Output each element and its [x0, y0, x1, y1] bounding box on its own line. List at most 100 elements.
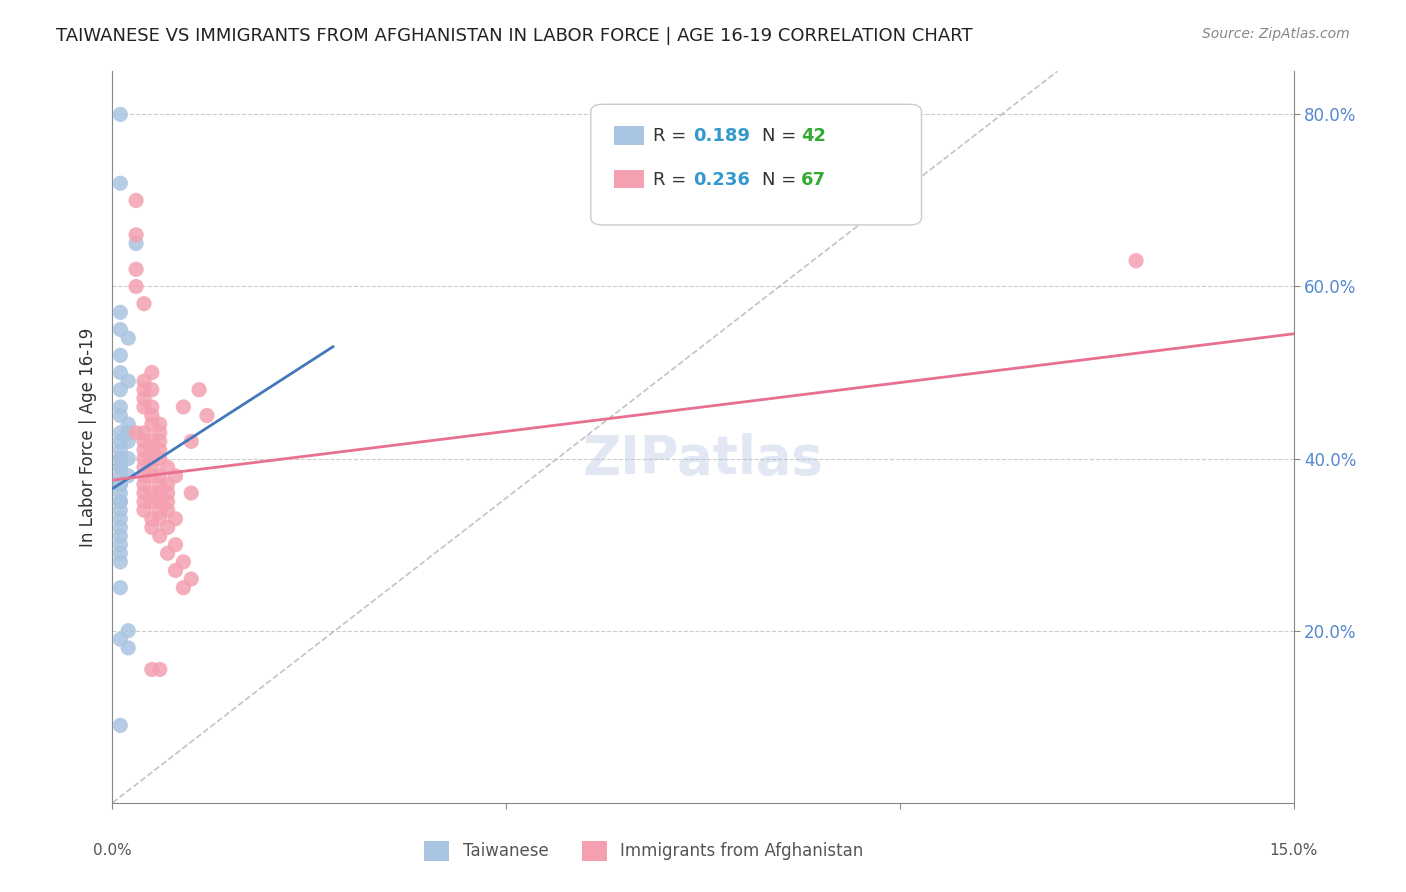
Point	[110, 555, 132, 569]
Point	[132, 460, 155, 475]
Point	[117, 417, 139, 432]
Point	[117, 425, 139, 440]
Point	[117, 468, 139, 483]
Point	[172, 555, 194, 569]
Point	[156, 460, 179, 475]
Point	[110, 442, 132, 457]
Text: 15.0%: 15.0%	[1270, 843, 1317, 858]
Point	[110, 494, 132, 508]
Point	[132, 296, 155, 310]
Text: 0.0%: 0.0%	[93, 843, 132, 858]
Y-axis label: In Labor Force | Age 16-19: In Labor Force | Age 16-19	[79, 327, 97, 547]
Point	[110, 383, 132, 397]
Point	[110, 529, 132, 543]
Point	[180, 572, 202, 586]
Point	[132, 477, 155, 491]
Point	[110, 477, 132, 491]
Legend: Taiwanese, Immigrants from Afghanistan: Taiwanese, Immigrants from Afghanistan	[418, 834, 870, 868]
Point	[141, 383, 163, 397]
Text: R =: R =	[654, 127, 692, 145]
Point	[141, 486, 163, 500]
Point	[117, 451, 139, 466]
FancyBboxPatch shape	[591, 104, 921, 225]
Point	[117, 434, 139, 449]
Point	[141, 468, 163, 483]
Point	[110, 632, 132, 647]
Point	[110, 400, 132, 414]
Point	[110, 460, 132, 475]
Point	[125, 279, 148, 293]
Point	[110, 512, 132, 526]
Text: N =: N =	[762, 170, 801, 188]
Point	[156, 494, 179, 508]
Point	[110, 348, 132, 362]
Point	[141, 512, 163, 526]
Point	[132, 451, 155, 466]
Point	[132, 425, 155, 440]
Point	[180, 434, 202, 449]
Point	[156, 503, 179, 517]
Point	[149, 494, 172, 508]
Point	[165, 564, 187, 578]
Text: TAIWANESE VS IMMIGRANTS FROM AFGHANISTAN IN LABOR FORCE | AGE 16-19 CORRELATION : TAIWANESE VS IMMIGRANTS FROM AFGHANISTAN…	[56, 27, 973, 45]
Text: 42: 42	[801, 127, 827, 145]
Point	[110, 468, 132, 483]
Point	[172, 400, 194, 414]
Point	[132, 434, 155, 449]
Point	[156, 546, 179, 560]
Text: N =: N =	[762, 127, 801, 145]
Point	[141, 434, 163, 449]
Point	[149, 477, 172, 491]
Point	[110, 718, 132, 732]
Point	[117, 624, 139, 638]
Text: 67: 67	[801, 170, 827, 188]
Point	[156, 477, 179, 491]
Point	[141, 442, 163, 457]
Point	[125, 262, 148, 277]
Point	[149, 503, 172, 517]
Point	[132, 400, 155, 414]
Point	[141, 417, 163, 432]
Point	[165, 538, 187, 552]
Point	[141, 520, 163, 534]
Point	[110, 520, 132, 534]
Point	[125, 425, 148, 440]
Point	[195, 409, 218, 423]
Point	[141, 494, 163, 508]
Point	[110, 305, 132, 319]
Point	[110, 494, 132, 508]
Text: 0.236: 0.236	[693, 170, 751, 188]
Point	[117, 331, 139, 345]
Point	[149, 442, 172, 457]
Point	[132, 383, 155, 397]
Point	[132, 468, 155, 483]
Point	[110, 425, 132, 440]
Point	[149, 512, 172, 526]
Point	[110, 322, 132, 336]
Point	[110, 366, 132, 380]
Point	[132, 494, 155, 508]
Point	[125, 227, 148, 242]
Point	[110, 434, 132, 449]
Point	[149, 434, 172, 449]
Point	[132, 503, 155, 517]
Point	[132, 486, 155, 500]
Point	[110, 107, 132, 121]
Point	[149, 486, 172, 500]
Point	[141, 366, 163, 380]
Point	[149, 662, 172, 676]
Point	[156, 520, 179, 534]
Point	[110, 409, 132, 423]
Bar	[614, 126, 644, 145]
Point	[132, 374, 155, 388]
Text: R =: R =	[654, 170, 692, 188]
Point	[125, 236, 148, 251]
Point	[110, 581, 132, 595]
Text: 0.189: 0.189	[693, 127, 751, 145]
Point	[110, 486, 132, 500]
Point	[141, 400, 163, 414]
Point	[172, 581, 194, 595]
Point	[117, 640, 139, 655]
Point	[132, 442, 155, 457]
Point	[1125, 253, 1147, 268]
